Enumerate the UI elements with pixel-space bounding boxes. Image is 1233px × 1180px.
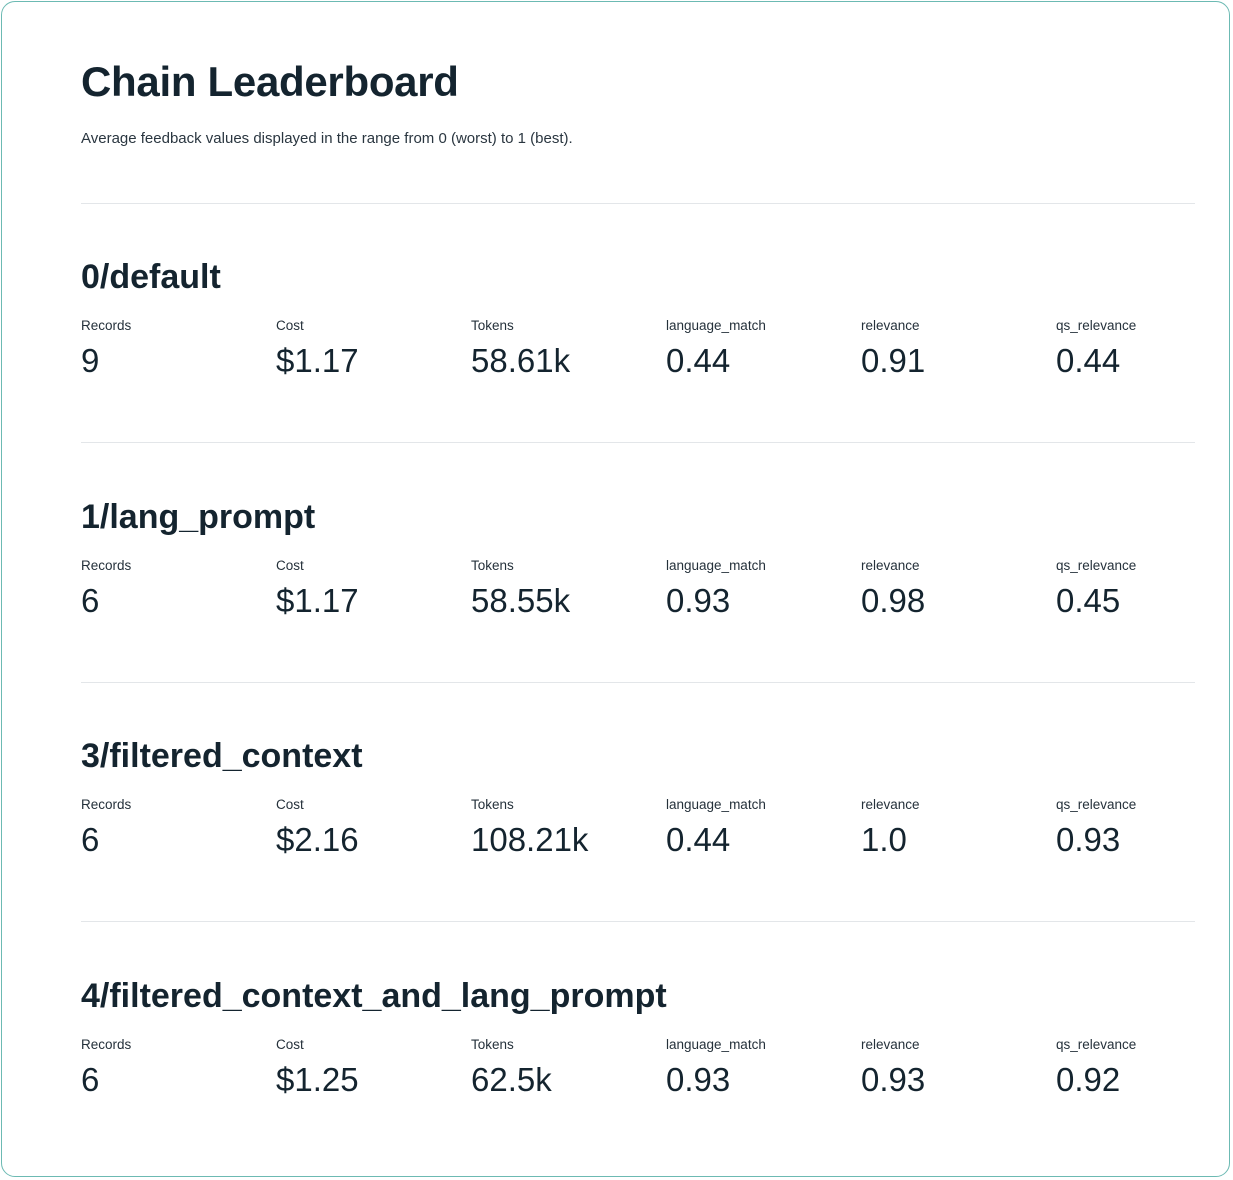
page-subtitle: Average feedback values displayed in the…: [81, 130, 573, 147]
app-section: 4/filtered_context_and_lang_prompt Recor…: [81, 977, 1195, 1127]
metric-label: Cost: [276, 797, 304, 812]
metric-label: Cost: [276, 318, 304, 333]
metric-label: relevance: [861, 797, 920, 812]
metric-label: Tokens: [471, 558, 514, 573]
metric-label: Records: [81, 558, 132, 573]
divider: [81, 921, 1195, 922]
metric-qs-relevance: qs_relevance 0.92: [1056, 1037, 1233, 1107]
metric-label: Records: [81, 318, 132, 333]
metric-cost: Cost $1.17: [276, 558, 466, 628]
app-name: 1/lang_prompt: [81, 498, 316, 536]
metric-label: relevance: [861, 558, 920, 573]
app-section: 1/lang_prompt Records 6 Cost $1.17 Token…: [81, 498, 1195, 648]
app-name: 4/filtered_context_and_lang_prompt: [81, 977, 667, 1015]
metric-value: $1.17: [276, 342, 359, 379]
metrics-row: Records 9 Cost $1.17 Tokens 58.61k langu…: [81, 318, 1195, 388]
metric-value: 0.92: [1056, 1061, 1121, 1098]
metric-value: $1.25: [276, 1061, 359, 1098]
metric-language-match: language_match 0.44: [666, 797, 856, 867]
metric-value: 58.61k: [471, 342, 571, 379]
metric-value: 0.93: [1056, 821, 1121, 858]
metric-relevance: relevance 0.91: [861, 318, 1051, 388]
metric-value: 0.98: [861, 582, 926, 619]
metric-qs-relevance: qs_relevance 0.44: [1056, 318, 1233, 388]
metric-value: 6: [81, 582, 100, 619]
metric-label: Cost: [276, 1037, 304, 1052]
metric-value: 0.93: [666, 1061, 731, 1098]
metric-tokens: Tokens 62.5k: [471, 1037, 661, 1107]
metric-value: 9: [81, 342, 100, 379]
metric-value: 0.93: [666, 582, 731, 619]
metric-value: $2.16: [276, 821, 359, 858]
metric-records: Records 6: [81, 558, 271, 628]
metric-label: Records: [81, 1037, 132, 1052]
metric-value: 0.44: [666, 821, 731, 858]
metric-label: language_match: [666, 558, 766, 573]
metric-value: 108.21k: [471, 821, 589, 858]
metric-label: Records: [81, 797, 132, 812]
divider: [81, 442, 1195, 443]
app-name: 0/default: [81, 258, 221, 296]
metrics-row: Records 6 Cost $1.17 Tokens 58.55k langu…: [81, 558, 1195, 628]
metric-value: 6: [81, 821, 100, 858]
metric-relevance: relevance 1.0: [861, 797, 1051, 867]
metric-label: Cost: [276, 558, 304, 573]
metric-label: qs_relevance: [1056, 318, 1137, 333]
metric-value: $1.17: [276, 582, 359, 619]
metric-label: Tokens: [471, 1037, 514, 1052]
metric-value: 0.44: [666, 342, 731, 379]
metric-label: qs_relevance: [1056, 1037, 1137, 1052]
app-name: 3/filtered_context: [81, 737, 363, 775]
divider: [81, 682, 1195, 683]
metric-label: qs_relevance: [1056, 558, 1137, 573]
metric-value: 0.44: [1056, 342, 1121, 379]
metric-value: 1.0: [861, 821, 907, 858]
metric-label: language_match: [666, 1037, 766, 1052]
metric-qs-relevance: qs_relevance 0.93: [1056, 797, 1233, 867]
metric-qs-relevance: qs_relevance 0.45: [1056, 558, 1233, 628]
metric-label: Tokens: [471, 797, 514, 812]
metric-value: 0.91: [861, 342, 926, 379]
metrics-row: Records 6 Cost $1.25 Tokens 62.5k langua…: [81, 1037, 1195, 1107]
metric-value: 62.5k: [471, 1061, 552, 1098]
metric-language-match: language_match 0.44: [666, 318, 856, 388]
metric-relevance: relevance 0.93: [861, 1037, 1051, 1107]
metric-cost: Cost $1.25: [276, 1037, 466, 1107]
metric-tokens: Tokens 58.55k: [471, 558, 661, 628]
metric-value: 58.55k: [471, 582, 571, 619]
metric-label: language_match: [666, 797, 766, 812]
divider: [81, 203, 1195, 204]
metric-records: Records 6: [81, 1037, 271, 1107]
metric-records: Records 6: [81, 797, 271, 867]
metric-value: 0.45: [1056, 582, 1121, 619]
metric-records: Records 9: [81, 318, 271, 388]
metric-language-match: language_match 0.93: [666, 558, 856, 628]
metric-label: Tokens: [471, 318, 514, 333]
metrics-row: Records 6 Cost $2.16 Tokens 108.21k lang…: [81, 797, 1195, 867]
metric-label: relevance: [861, 1037, 920, 1052]
metric-label: language_match: [666, 318, 766, 333]
metric-relevance: relevance 0.98: [861, 558, 1051, 628]
metric-tokens: Tokens 108.21k: [471, 797, 661, 867]
app-section: 0/default Records 9 Cost $1.17 Tokens 58…: [81, 258, 1195, 408]
metric-language-match: language_match 0.93: [666, 1037, 856, 1107]
app-section: 3/filtered_context Records 6 Cost $2.16 …: [81, 737, 1195, 887]
metric-value: 0.93: [861, 1061, 926, 1098]
metric-label: relevance: [861, 318, 920, 333]
metric-value: 6: [81, 1061, 100, 1098]
page-title: Chain Leaderboard: [81, 58, 459, 105]
metric-label: qs_relevance: [1056, 797, 1137, 812]
metric-tokens: Tokens 58.61k: [471, 318, 661, 388]
metric-cost: Cost $2.16: [276, 797, 466, 867]
metric-cost: Cost $1.17: [276, 318, 466, 388]
